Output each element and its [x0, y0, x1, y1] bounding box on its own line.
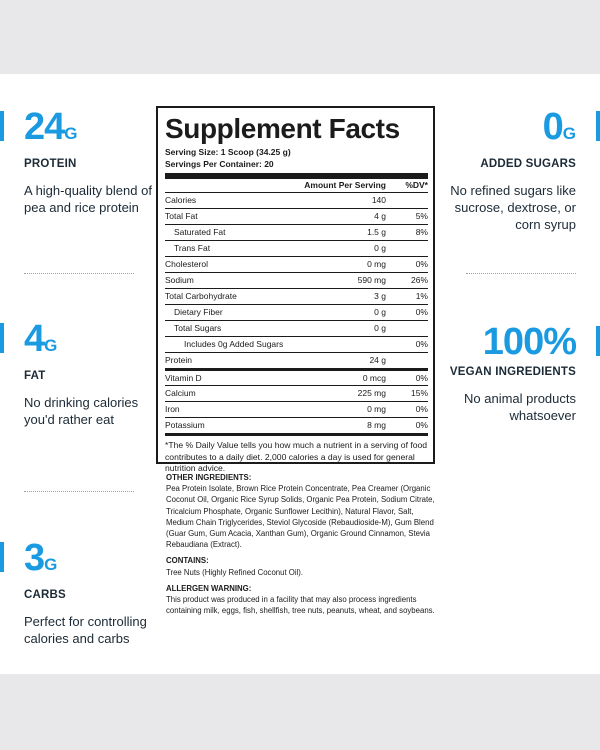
- allergen-heading: ALLERGEN WARNING:: [166, 583, 252, 593]
- facts-row: Total Carbohydrate 3 g 1%: [165, 288, 428, 304]
- contains-text: Tree Nuts (Highly Refined Coconut Oil).: [166, 567, 304, 577]
- facts-row: Protein 24 g: [165, 352, 428, 368]
- stat-description: Perfect for controlling calories and car…: [24, 614, 147, 646]
- facts-row: Dietary Fiber 0 g 0%: [165, 304, 428, 320]
- facts-row: Potassium 8 mg 0%: [165, 417, 428, 433]
- stat-added-sugars: 0G ADDED SUGARS No refined sugars like s…: [446, 106, 600, 233]
- supplement-facts-panel: Supplement Facts Serving Size: 1 Scoop (…: [156, 106, 435, 473]
- facts-row: Calcium 225 mg 15%: [165, 385, 428, 401]
- facts-row: Total Fat 4 g 5%: [165, 208, 428, 224]
- stat-value: 4G: [24, 318, 58, 360]
- dv-header: %DV*: [405, 180, 428, 190]
- stat-label: VEGAN INGREDIENTS: [449, 366, 576, 378]
- facts-row: Calories 140: [165, 192, 428, 208]
- facts-row: Saturated Fat 1.5 g 8%: [165, 224, 428, 240]
- stat-value: 100%: [482, 321, 577, 363]
- stat-description: A high-quality blend of pea and rice pro…: [24, 183, 152, 215]
- stat-protein: 24G PROTEIN A high-quality blend of pea …: [0, 106, 164, 216]
- divider: [24, 273, 134, 274]
- stat-value: 24G: [24, 106, 78, 148]
- stat-label: CARBS: [24, 589, 66, 601]
- stat-label: PROTEIN: [24, 158, 77, 170]
- accent-bar: [0, 542, 4, 572]
- facts-row: Sodium 590 mg 26%: [165, 272, 428, 288]
- stat-vegan: 100% VEGAN INGREDIENTS No animal product…: [436, 321, 600, 424]
- stat-carbs: 3G CARBS Perfect for controlling calorie…: [0, 537, 154, 647]
- accent-bar: [0, 323, 4, 353]
- stat-description: No drinking calories you'd rather eat: [24, 395, 139, 427]
- stat-label: ADDED SUGARS: [480, 158, 576, 170]
- divider: [24, 491, 134, 492]
- accent-bar: [596, 326, 600, 356]
- amount-header: Amount Per Serving: [304, 180, 386, 190]
- accent-bar: [596, 111, 600, 141]
- facts-row: Cholesterol 0 mg 0%: [165, 256, 428, 272]
- facts-row: Total Sugars 0 g: [165, 320, 428, 336]
- facts-row: Iron 0 mg 0%: [165, 401, 428, 417]
- thick-rule: [165, 173, 428, 179]
- accent-bar: [0, 111, 4, 141]
- stat-value: 3G: [24, 537, 58, 579]
- serving-size: Serving Size: 1 Scoop (34.25 g): [165, 147, 291, 157]
- divider: [466, 273, 576, 274]
- stat-label: FAT: [24, 370, 46, 382]
- contains-heading: CONTAINS:: [166, 556, 209, 566]
- ingredients-section: OTHER INGREDIENTS: Pea Protein Isolate, …: [166, 472, 441, 616]
- facts-row: Trans Fat 0 g: [165, 240, 428, 256]
- facts-row: Includes 0g Added Sugars 0%: [165, 336, 428, 352]
- stat-description: No refined sugars like sucrose, dextrose…: [450, 183, 576, 232]
- dv-footnote: *The % Daily Value tells you how much a …: [165, 433, 428, 475]
- stat-value: 0G: [542, 106, 576, 148]
- stat-description: No animal products whatsoever: [464, 391, 576, 423]
- other-ingredients-heading: OTHER INGREDIENTS:: [166, 473, 252, 482]
- stat-fat: 4G FAT No drinking calories you'd rather…: [0, 318, 144, 428]
- facts-header: Amount Per Serving %DV*: [165, 179, 428, 192]
- facts-title: Supplement Facts: [165, 113, 400, 144]
- other-ingredients-text: Pea Protein Isolate, Brown Rice Protein …: [166, 484, 435, 550]
- allergen-text: This product was produced in a facility …: [166, 595, 435, 616]
- servings-per-container: Servings Per Container: 20: [165, 159, 274, 169]
